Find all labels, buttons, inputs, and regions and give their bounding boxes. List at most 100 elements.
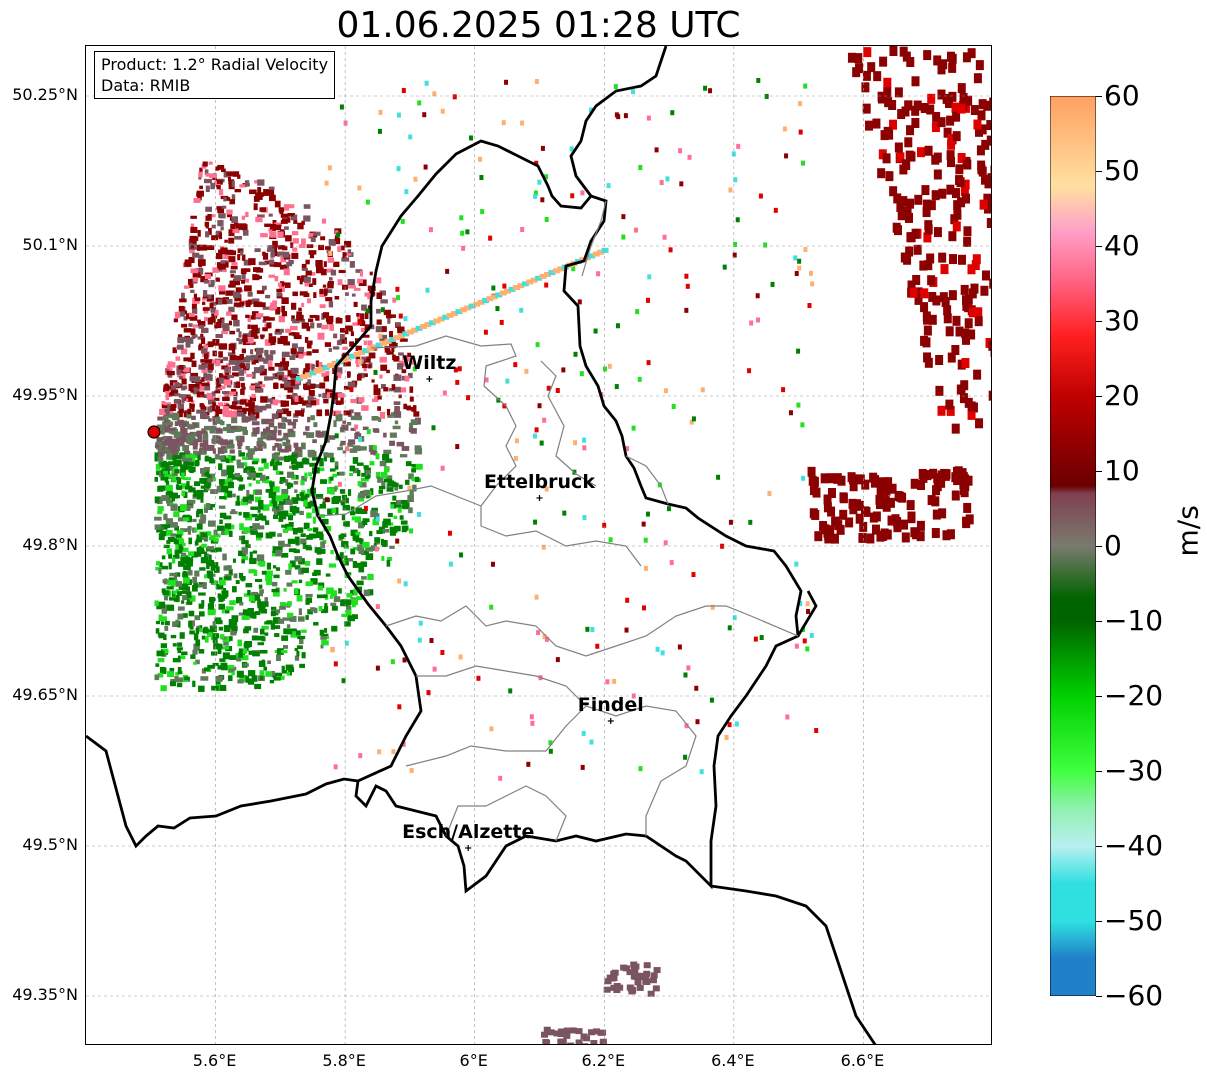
echo-pixel [283,645,289,649]
echo-pixel [214,533,221,538]
echo-pixel [321,633,329,638]
echo-pixel [347,617,352,621]
echo-pixel [810,281,815,287]
echo-pixel [237,679,244,684]
echo-pixel [200,676,209,681]
echo-pixel [254,517,259,521]
echo-pixel [269,679,275,684]
echo-pixel [295,540,300,546]
echo-pixel [287,482,291,489]
echo-pixel [182,595,189,601]
echo-pixel [901,106,910,117]
echo-pixel [170,389,179,396]
echo-pixel [312,278,317,285]
map-panel[interactable]: Wiltz Ettelbruck Findel Esch/Alzette [85,45,992,1045]
echo-pixel [169,572,178,577]
echo-pixel [225,372,229,376]
echo-pixel [957,197,966,208]
echo-pixel [334,235,339,241]
echo-pixel [290,398,298,405]
echo-pixel [356,562,363,568]
echo-pixel [178,365,184,370]
echo-pixel [301,302,305,307]
echo-pixel [321,372,326,377]
echo-pixel [273,574,280,579]
echo-pixel [219,634,225,639]
echo-pixel [938,508,947,519]
echo-pixel [255,382,260,387]
echo-pixel [294,587,299,595]
echo-pixel [973,73,982,84]
colorbar-tick-mark [1096,696,1102,697]
echo-pixel [354,424,359,430]
echo-pixel [268,422,275,428]
echo-pixel [167,414,176,418]
echo-pixel [575,1028,583,1035]
echo-pixel [377,395,382,400]
echo-pixel [173,538,177,545]
echo-pixel [276,251,285,257]
echo-pixel [225,479,230,485]
echo-pixel [296,275,301,281]
echo-pixel [948,91,957,102]
echo-pixel [393,401,401,405]
echo-pixel [355,360,360,368]
echo-pixel [357,436,362,442]
echo-pixel [248,453,252,458]
echo-pixel [361,576,367,580]
echo-pixel [179,632,185,639]
echo-pixel [316,409,323,417]
echo-pixel [208,596,215,603]
echo-pixel [225,457,230,464]
echo-pixel [315,315,320,321]
echo-pixel [408,134,413,140]
echo-pixel [158,614,163,622]
echo-pixel [797,265,802,271]
echo-pixel [972,254,981,265]
colorbar-tick-mark [1096,546,1102,547]
echo-pixel [249,551,253,559]
echo-pixel [975,418,984,429]
colorbar-tick-mark [1096,771,1102,772]
echo-pixel [218,285,226,292]
echo-pixel [309,314,318,318]
echo-pixel [290,483,294,488]
echo-pixel [248,650,253,655]
echo-pixel [154,524,162,530]
echo-pixel [268,229,273,234]
echo-pixel [361,472,366,477]
echo-pixel [563,1027,571,1034]
echo-pixel [292,231,299,236]
echo-pixel [641,521,646,527]
echo-pixel [241,254,246,261]
echo-pixel [349,409,354,414]
echo-pixel [986,217,991,228]
echo-pixel [596,271,601,277]
info-data-source: Data: RMIB [101,76,191,95]
echo-pixel [232,493,236,498]
echo-pixel [187,525,192,531]
echo-pixel [163,595,168,601]
echo-pixel [162,421,167,428]
echo-pixel [275,438,283,442]
echo-pixel [964,475,973,486]
echo-pixel [249,189,257,195]
echo-pixel [181,600,185,604]
echo-pixel [323,375,330,382]
echo-pixel [905,246,914,257]
echo-pixel [309,462,316,467]
echo-pixel [277,429,282,436]
echo-pixel [336,372,342,379]
echo-pixel [157,672,164,678]
echo-pixel [207,367,213,373]
echo-pixel [220,260,229,268]
echo-pixel [960,284,969,295]
echo-pixel [548,270,556,276]
echo-pixel [306,325,311,332]
echo-pixel [391,384,396,390]
echo-pixel [355,431,360,439]
echo-pixel [273,224,282,231]
echo-pixel [401,446,410,451]
echo-pixel [343,410,351,416]
